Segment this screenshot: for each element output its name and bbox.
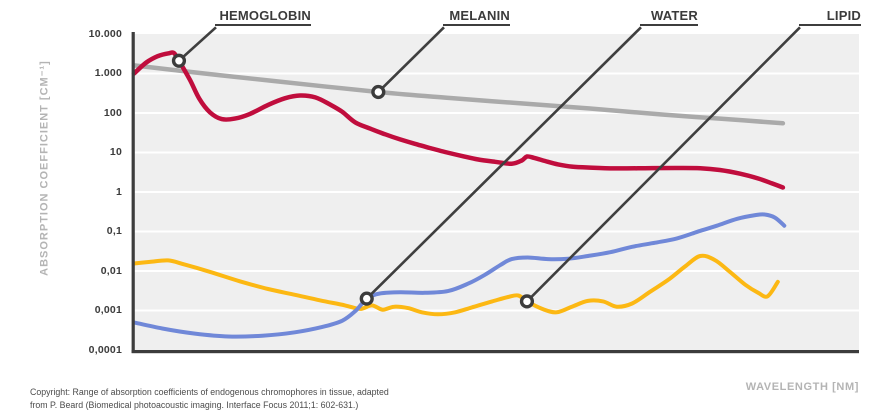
y-tick-label: 1 bbox=[115, 185, 122, 198]
y-tick-label: 10.000 bbox=[88, 27, 122, 40]
series-label-lipid: LIPID bbox=[799, 8, 861, 26]
water-leader-line bbox=[365, 26, 642, 300]
series-label-water: WATER bbox=[640, 8, 698, 26]
x-axis-title: WAVELENGTH [NM] bbox=[745, 381, 859, 393]
hemoglobin-leader-line bbox=[178, 26, 217, 62]
lipid-curve bbox=[132, 253, 780, 317]
lipid-marker bbox=[519, 294, 535, 309]
copyright-note: Copyright: Range of absorption coefficie… bbox=[30, 386, 389, 412]
y-tick-label: 0,001 bbox=[94, 304, 122, 316]
y-axis-title: ABSORPTION COEFFICIENT [CM⁻¹] bbox=[38, 60, 51, 276]
hemoglobin-marker bbox=[171, 53, 187, 68]
y-axis-line bbox=[131, 32, 135, 353]
series-label-melanin: MELANIN bbox=[443, 8, 510, 26]
melanin-leader-line bbox=[377, 26, 445, 93]
copyright-line-1: Copyright: Range of absorption coefficie… bbox=[30, 387, 389, 397]
y-tick-label: 100 bbox=[103, 106, 122, 119]
y-tick-label: 0,01 bbox=[100, 264, 122, 277]
hemoglobin-curve bbox=[131, 50, 786, 190]
melanin-marker bbox=[371, 84, 386, 100]
y-tick-label: 10 bbox=[109, 146, 122, 158]
y-tick-label: 1.000 bbox=[94, 67, 122, 79]
water-curve bbox=[132, 212, 787, 339]
lipid-leader-line bbox=[526, 26, 801, 303]
series-label-hemoglobin: HEMOGLOBIN bbox=[215, 8, 311, 26]
y-tick-label: 0,1 bbox=[106, 225, 122, 237]
x-axis-line bbox=[131, 350, 860, 354]
copyright-line-2: from P. Beard (Biomedical photoacoustic … bbox=[30, 400, 359, 410]
melanin-curve bbox=[131, 63, 786, 126]
water-marker bbox=[359, 291, 374, 306]
y-tick-label: 0,0001 bbox=[88, 343, 122, 356]
